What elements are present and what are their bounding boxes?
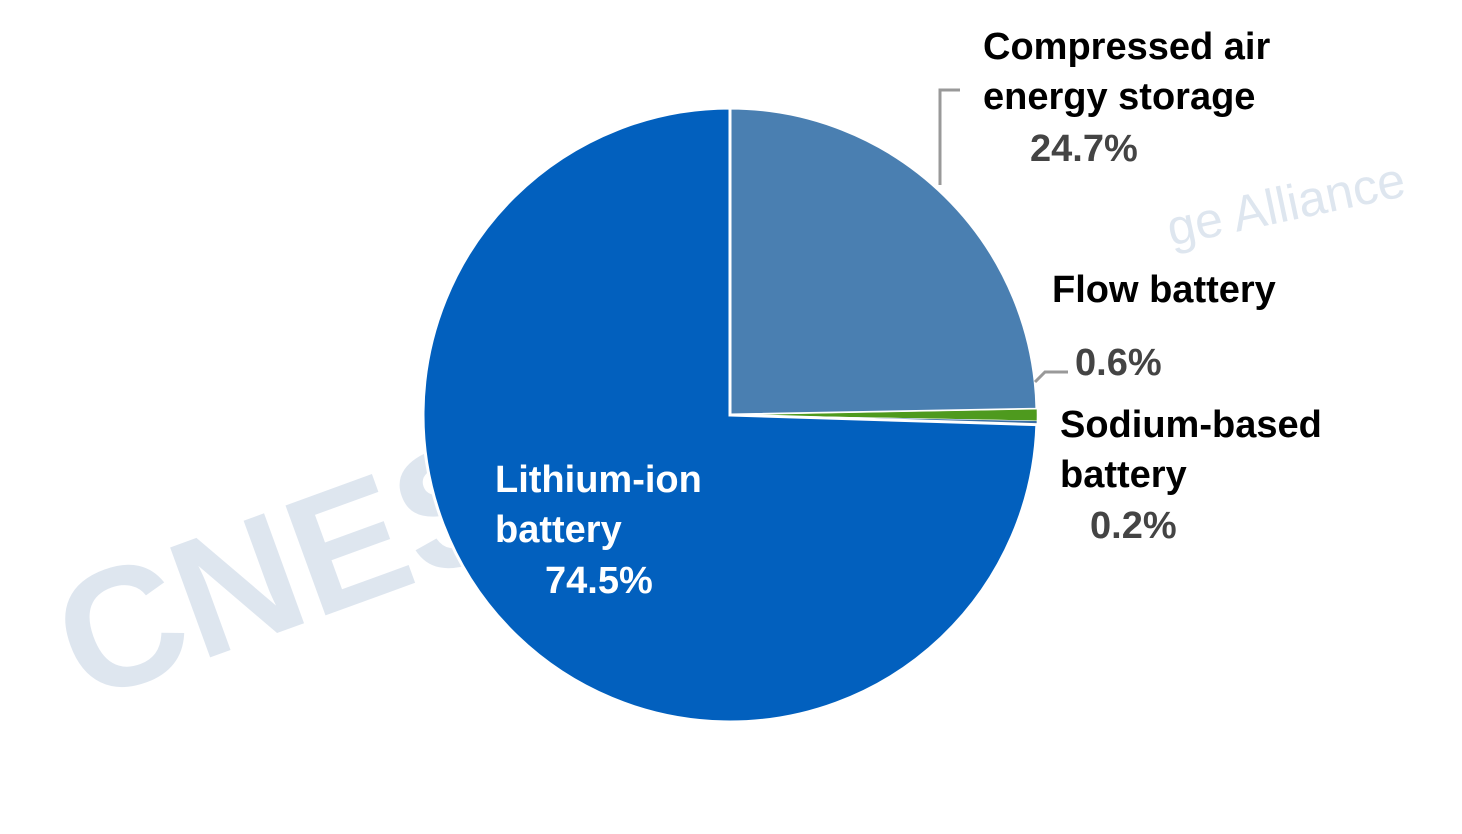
leader-line <box>1033 370 1068 384</box>
category-label: Flow battery <box>1052 269 1276 311</box>
pie <box>421 106 1039 724</box>
category-label: Compressed air energy storage <box>983 26 1271 118</box>
pie-slice <box>728 106 1039 417</box>
category-label: Lithium-ion battery <box>495 459 702 551</box>
value-label: 0.6% <box>1075 342 1162 384</box>
value-label: 0.2% <box>1090 505 1177 547</box>
pie-slice <box>421 106 1039 724</box>
category-label: Sodium-based battery <box>1060 404 1322 496</box>
value-label: 74.5% <box>545 560 653 602</box>
leader-line <box>938 88 960 185</box>
value-label: 24.7% <box>1030 128 1138 170</box>
